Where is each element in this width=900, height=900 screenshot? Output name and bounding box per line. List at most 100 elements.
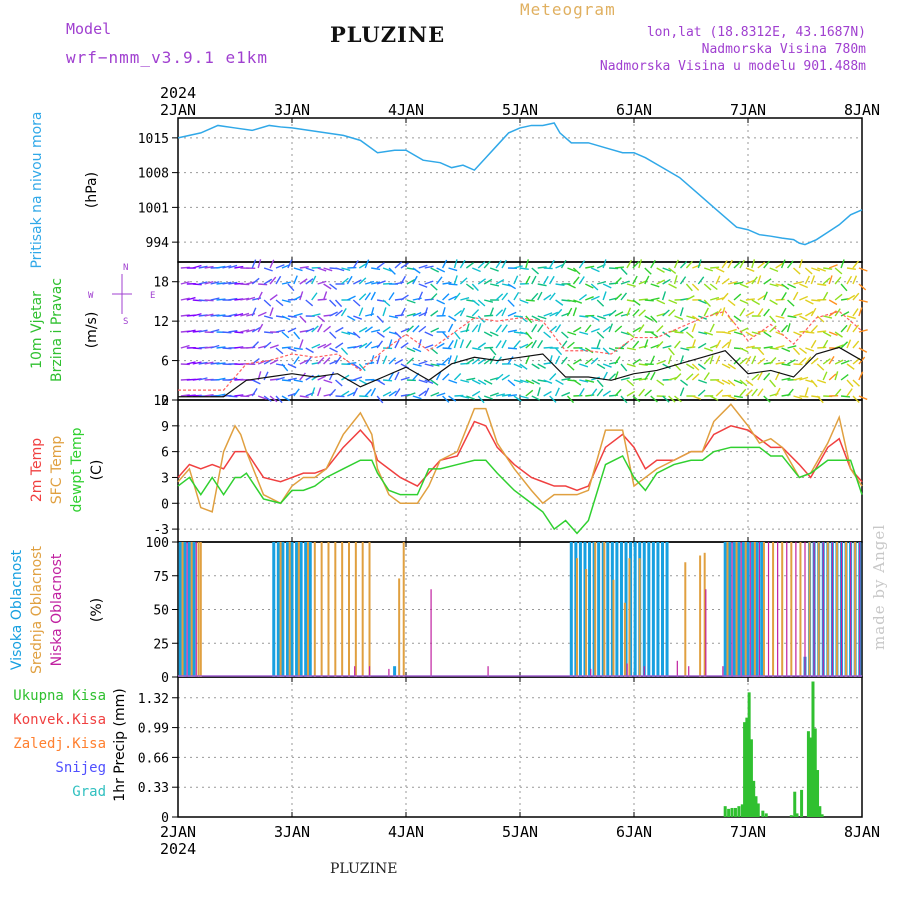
wind-arrow <box>710 296 720 301</box>
wind-arrow <box>471 324 479 333</box>
wind-arrow <box>852 308 859 317</box>
wind-arrow <box>371 267 381 271</box>
precip-bar <box>737 806 741 817</box>
cloud-bar <box>817 542 820 677</box>
temp-axis-label-2m: 2m Temp <box>29 438 45 502</box>
wind-arrow <box>697 363 706 370</box>
cloud-bar <box>728 542 732 677</box>
wind-arrow <box>703 307 709 317</box>
wind-arrow <box>394 261 403 269</box>
wind-arrow <box>763 291 768 301</box>
wind-arrow <box>787 359 796 365</box>
wind-arrow <box>477 342 487 349</box>
wind-arrow <box>263 315 273 320</box>
cloud-series-1 <box>181 542 857 677</box>
wind-arrow <box>448 267 458 272</box>
wind-arrow <box>846 267 857 271</box>
wind-arrow <box>781 347 791 353</box>
wind-arrow <box>614 293 623 301</box>
wind-arrow <box>186 329 196 333</box>
wind-arrow <box>644 339 649 349</box>
wind-arrow <box>519 379 529 384</box>
wind-arrow <box>400 262 409 269</box>
wind-arrow <box>299 315 307 324</box>
wind-arrow <box>668 283 677 289</box>
pressure-axis-label: Pritisak na nivou mora <box>29 111 45 268</box>
wind-arrow <box>822 339 829 349</box>
wind-arrow <box>519 299 529 304</box>
wind-arrow <box>614 277 622 285</box>
wind-arrow <box>757 357 766 365</box>
wind-arrow <box>585 394 595 397</box>
wind-arrow <box>799 315 808 321</box>
wind-arrow <box>352 363 362 370</box>
wind-arrow <box>495 340 502 349</box>
wind-arrow <box>204 361 214 365</box>
wind-arrow <box>412 275 418 285</box>
wind-arrow <box>228 313 238 317</box>
wind-arrow <box>388 357 397 365</box>
cloud-bar <box>368 666 371 677</box>
wind-arrow <box>596 388 604 397</box>
wind-arrow <box>614 266 625 269</box>
cloud-bar <box>762 542 765 677</box>
wind-arrow <box>674 373 682 381</box>
wind-arrow <box>216 265 226 269</box>
cloud-bar <box>585 569 588 677</box>
wind-arrow <box>596 379 604 388</box>
wind-arrow <box>365 313 375 317</box>
wind-arrow <box>745 379 754 387</box>
wind-arrow <box>769 379 777 388</box>
wind-arrow <box>733 315 742 322</box>
wind-arrow <box>436 363 446 366</box>
wind-arrow <box>597 280 607 285</box>
cloud-bar <box>661 542 664 677</box>
wind-arrow <box>507 311 517 317</box>
wind-arrow <box>412 395 422 400</box>
wind-arrow <box>412 325 420 333</box>
wind-arrow <box>691 339 697 349</box>
wind-arrow <box>507 283 517 290</box>
wind-arrow <box>590 267 600 273</box>
wind-arrow <box>793 312 803 317</box>
wind-arrow <box>447 355 452 365</box>
wind-arrow <box>763 331 772 338</box>
wind-arrow <box>459 339 465 349</box>
wind-arrow <box>846 379 854 388</box>
wind-arrow <box>590 315 600 322</box>
wind-arrow <box>299 278 308 285</box>
wind-arrow <box>703 356 711 365</box>
wind-arrow <box>644 299 654 302</box>
wind-arrow <box>525 259 530 269</box>
wind-arrow <box>775 315 785 319</box>
precip-bar <box>747 692 751 817</box>
wind-arrow <box>519 315 528 323</box>
wind-arrow <box>251 259 257 269</box>
wind-arrow <box>686 315 696 320</box>
wind-arrow <box>656 325 664 333</box>
wind-arrow <box>715 389 724 397</box>
wind-arrow <box>418 264 428 269</box>
wind-arrow <box>775 298 785 301</box>
wind-arrow <box>483 379 493 385</box>
wind-arrow <box>204 313 214 317</box>
wind-arrow <box>477 261 486 269</box>
wind-arrow <box>793 267 801 275</box>
wind-arrow <box>531 292 539 301</box>
wind-arrow <box>447 340 454 349</box>
wind-arrow <box>632 358 641 365</box>
cloud-bar <box>643 666 645 677</box>
wind-arrow <box>763 278 772 285</box>
precip-bar <box>740 804 744 817</box>
wind-arrow <box>751 373 760 381</box>
wind-arrow <box>733 293 742 301</box>
wind-arrow <box>537 283 547 287</box>
wind-arrow <box>608 373 617 381</box>
cloud-bar <box>726 542 729 677</box>
wind-arrow <box>484 299 494 303</box>
wind-arrow <box>721 331 732 335</box>
bottom-date-label: 8JAN <box>844 823 880 841</box>
wind-arrow <box>466 395 475 400</box>
wind-arrow <box>739 299 749 305</box>
wind-arrow <box>781 377 791 381</box>
